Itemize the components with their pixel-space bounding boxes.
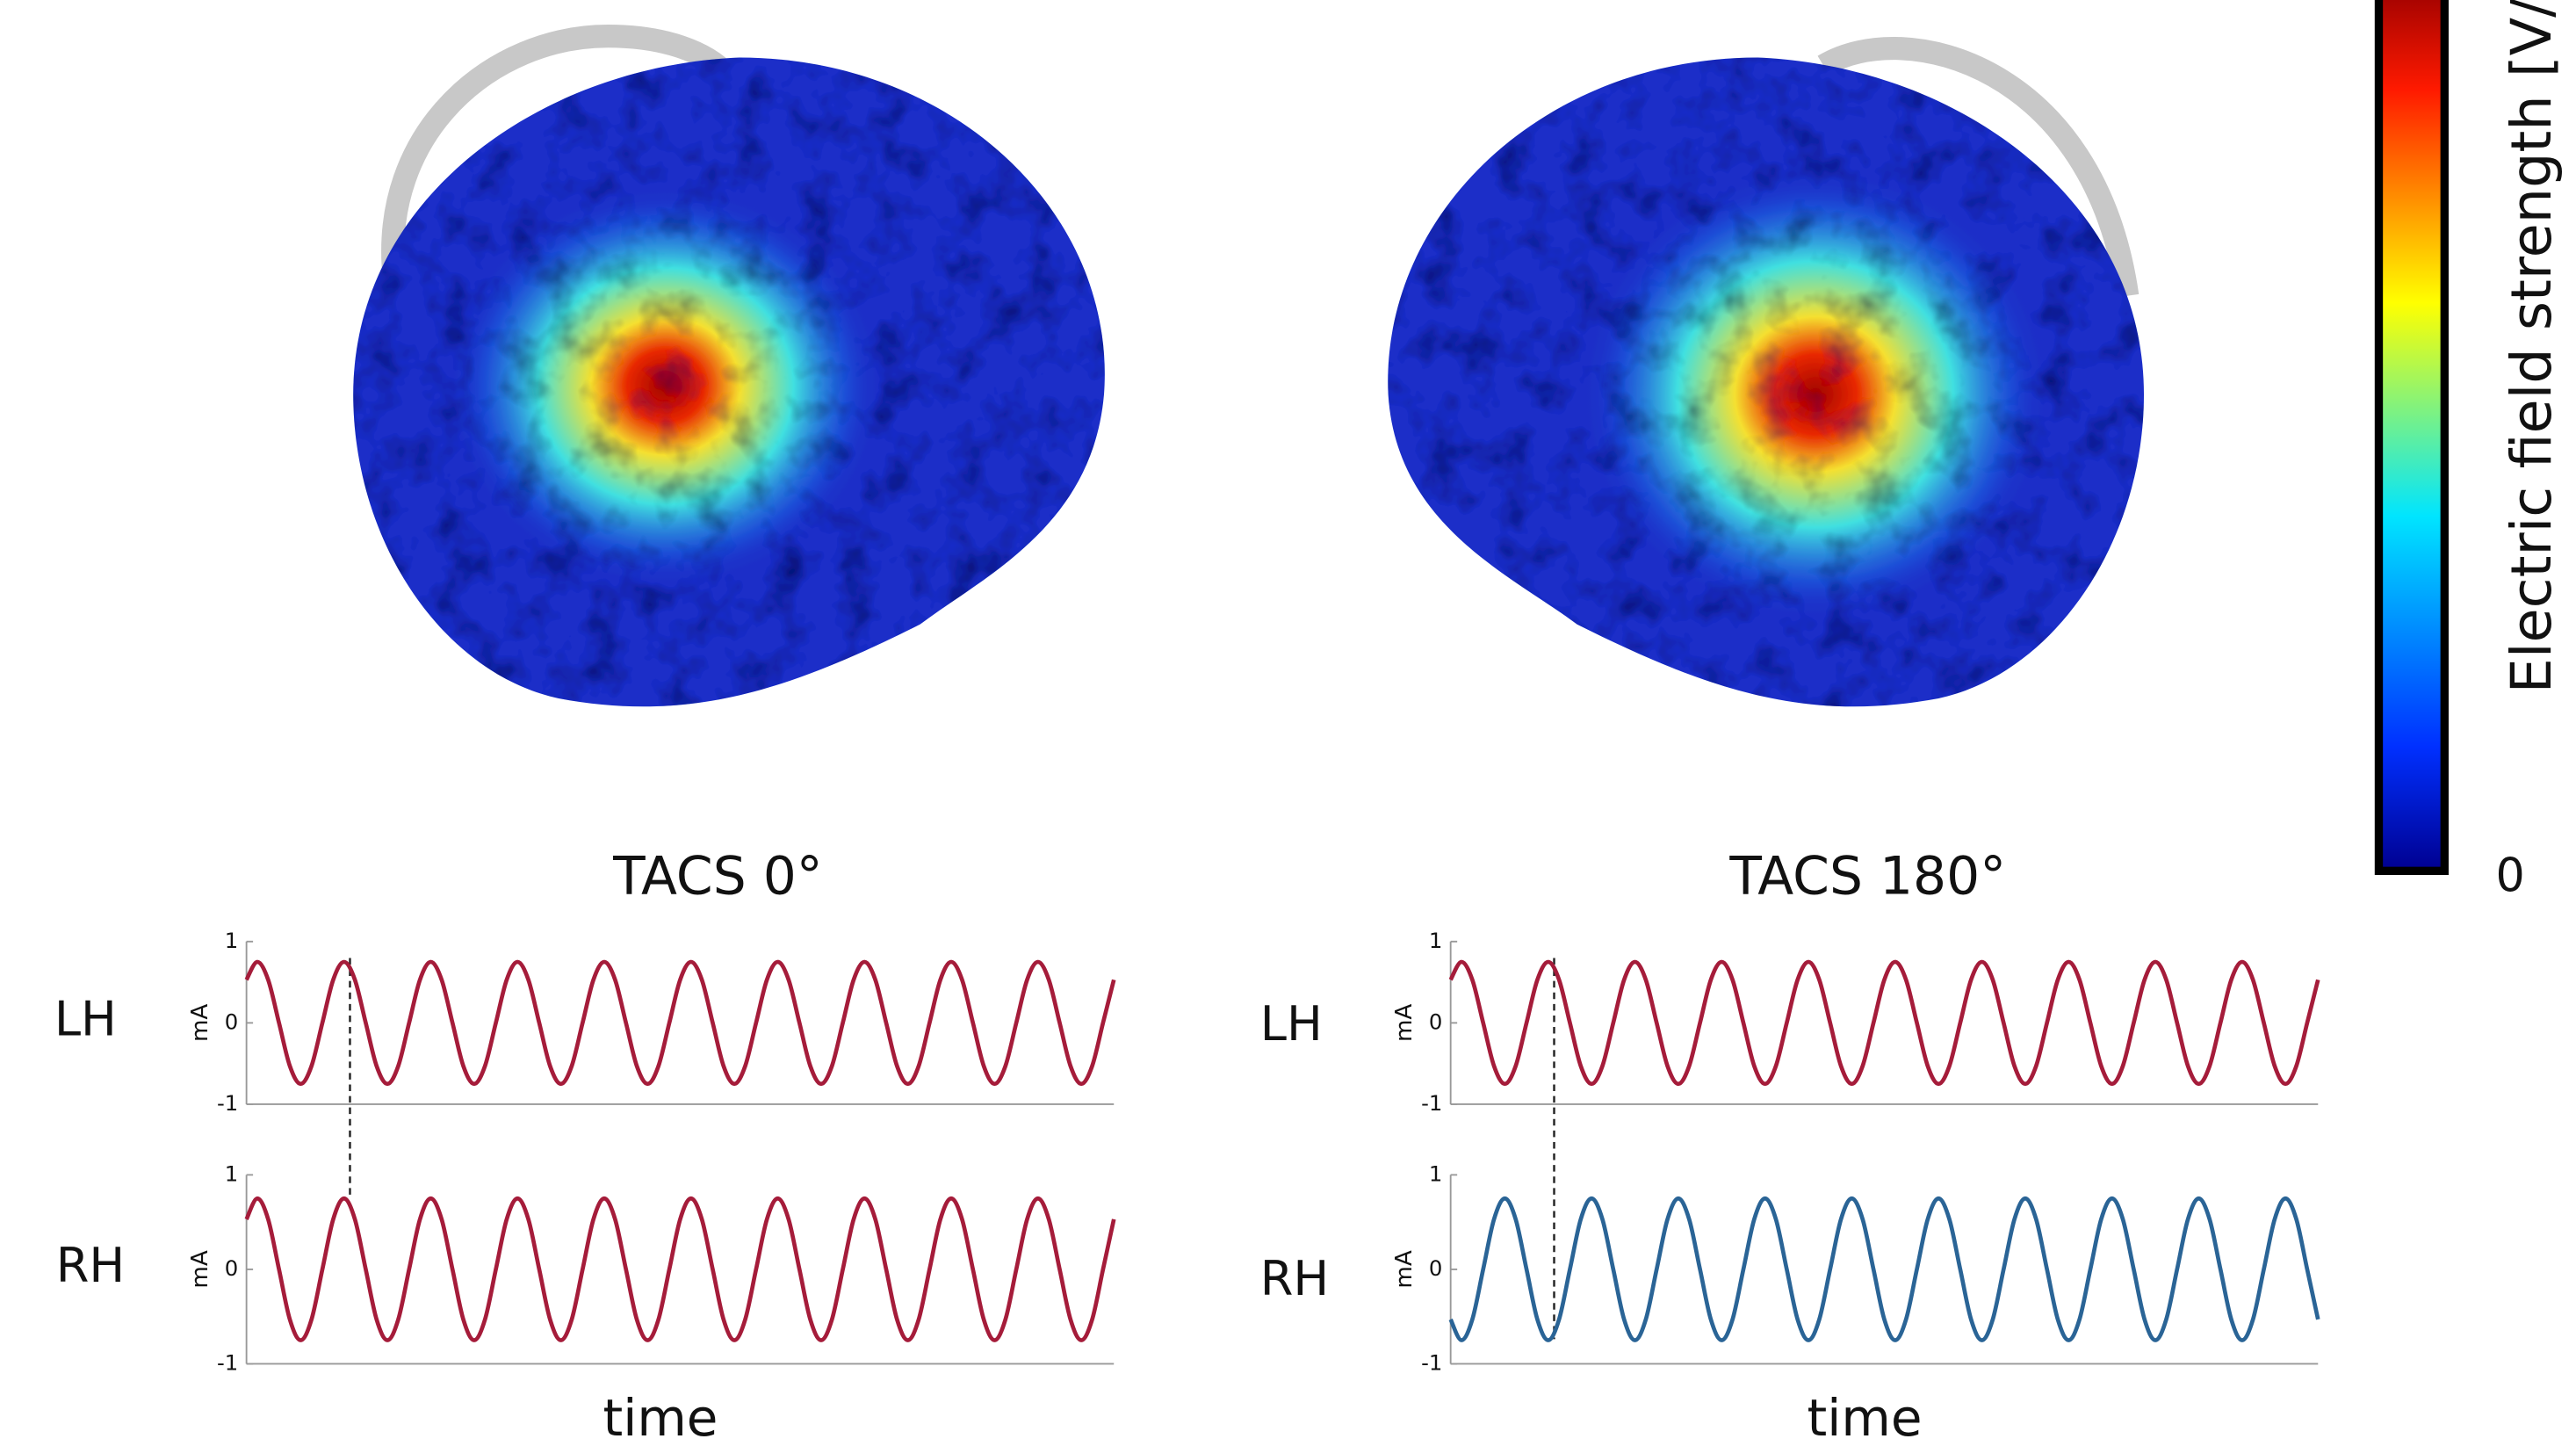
field-hotspot bbox=[1585, 172, 2046, 616]
waveform bbox=[1451, 1198, 2319, 1340]
y-tick-label: 1 bbox=[225, 928, 238, 953]
colorbar-tick-label: 0 bbox=[2495, 850, 2524, 903]
brain-left bbox=[353, 57, 1105, 706]
panel-title: TACS 180° bbox=[1728, 845, 2006, 907]
field-hotspot bbox=[451, 189, 878, 583]
waveform bbox=[247, 1198, 1115, 1340]
x-axis-label: time bbox=[603, 1388, 718, 1446]
y-axis-label: mA bbox=[1391, 1250, 1418, 1288]
waveform bbox=[247, 962, 1115, 1084]
y-axis-label: mA bbox=[187, 1250, 213, 1288]
y-axis-label: mA bbox=[1391, 1004, 1418, 1042]
y-tick-label: -1 bbox=[1421, 1090, 1442, 1116]
row-label: RH bbox=[1260, 1251, 1329, 1306]
y-tick-label: 0 bbox=[225, 1009, 238, 1034]
page: {"figure": {"colorbar_label": "Electric … bbox=[0, 0, 2576, 1446]
figure: 0 Electric field strength [V/m] -1 0 1 mA LH… bbox=[0, 0, 2576, 1446]
panel-title: TACS 0° bbox=[612, 845, 823, 907]
x-axis-label: time bbox=[1808, 1388, 1923, 1446]
y-tick-label: -1 bbox=[217, 1090, 238, 1116]
row-label: LH bbox=[1260, 996, 1323, 1052]
waveform bbox=[1451, 962, 2319, 1084]
y-tick-label: 1 bbox=[1429, 1160, 1442, 1186]
y-axis-label: mA bbox=[187, 1004, 213, 1042]
y-tick-label: 0 bbox=[1429, 1009, 1442, 1034]
y-tick-label: -1 bbox=[1421, 1349, 1442, 1375]
row-label: LH bbox=[54, 992, 117, 1047]
colorbar bbox=[2378, 0, 2444, 871]
y-tick-label: 1 bbox=[1429, 928, 1442, 953]
colorbar-label: Electric field strength [V/m] bbox=[2499, 0, 2564, 693]
brain-right bbox=[1388, 57, 2144, 706]
y-tick-label: -1 bbox=[217, 1349, 238, 1375]
y-tick-label: 0 bbox=[1429, 1255, 1442, 1281]
y-tick-label: 1 bbox=[225, 1160, 238, 1186]
row-label: RH bbox=[56, 1238, 125, 1293]
y-tick-label: 0 bbox=[225, 1255, 238, 1281]
